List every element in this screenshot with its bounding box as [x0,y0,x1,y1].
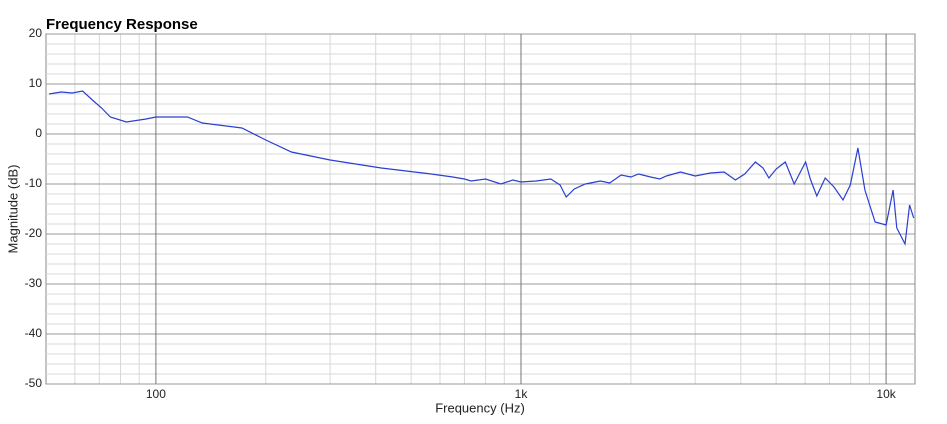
y-tick-label: -10 [25,176,43,190]
y-tick-label: -20 [25,226,43,240]
data-line [49,90,915,247]
plot-area [45,33,916,385]
y-axis-label: Magnitude (dB) [5,165,20,254]
y-tick-label: -50 [25,376,43,390]
y-tick-label: 10 [29,76,43,90]
chart-title: Frequency Response [46,16,198,33]
y-tick-label: 20 [29,26,43,40]
y-tick-label: -30 [25,276,43,290]
x-tick-label: 100 [146,387,166,401]
x-tick-label: 10k [876,387,896,401]
y-tick-label: -40 [25,326,43,340]
y-tick-label: 0 [35,126,42,140]
x-axis-label: Frequency (Hz) [435,400,525,415]
x-tick-label: 1k [515,387,529,401]
